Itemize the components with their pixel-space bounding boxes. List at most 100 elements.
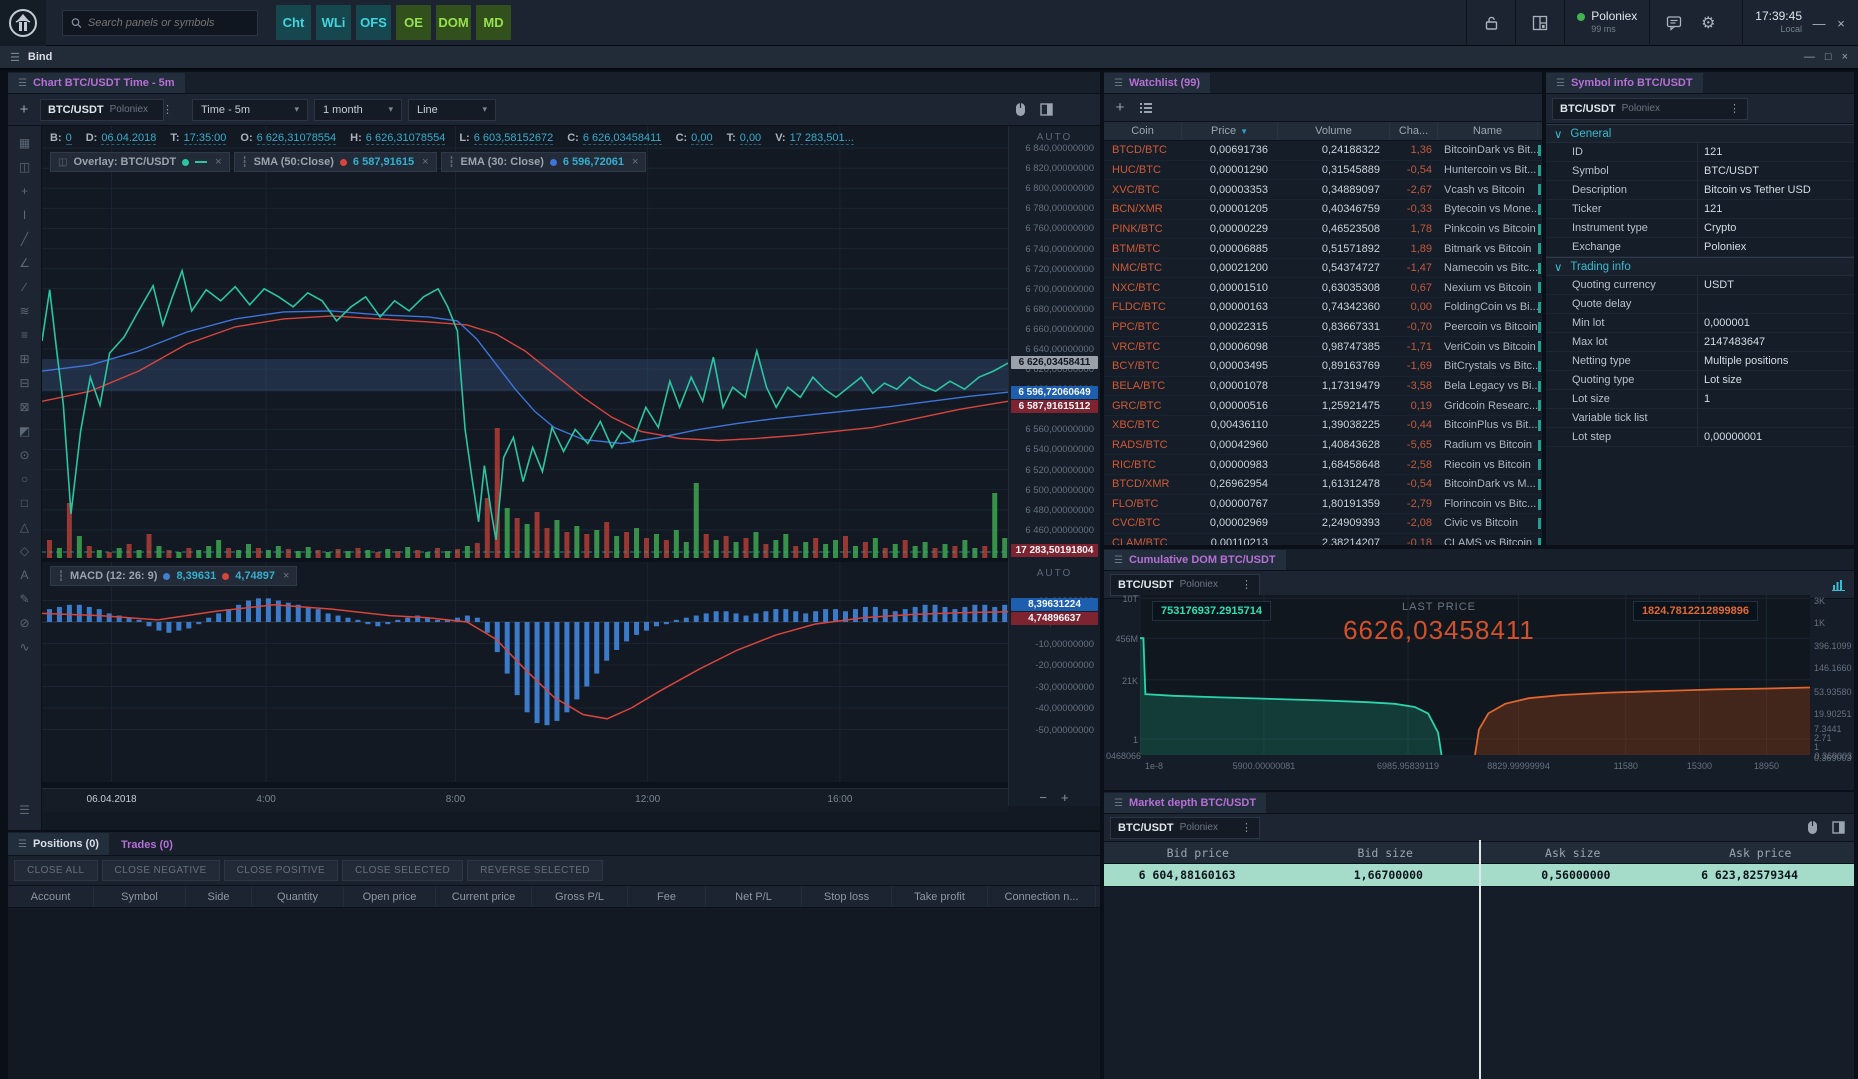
time-axis[interactable]: 06.04.20184:008:0012:0016:00	[42, 788, 1008, 812]
pattern-icon[interactable]: ◩	[13, 420, 37, 441]
window-menu-icon[interactable]: ☰	[10, 51, 20, 64]
lock-icon[interactable]	[1479, 15, 1503, 31]
trendline-icon[interactable]: ╱	[13, 228, 37, 249]
style-dropdown[interactable]: Line▾	[408, 99, 496, 121]
window-close-icon[interactable]: ×	[1842, 51, 1848, 63]
tab-symbol-info[interactable]: ☰ Symbol info BTC/USDT	[1546, 73, 1703, 93]
positions-table-body[interactable]	[8, 909, 1100, 1079]
watchlist-column-name[interactable]: Name	[1438, 122, 1538, 140]
tab-chart[interactable]: ☰ Chart BTC/USDT Time - 5m	[8, 73, 185, 93]
price-axis[interactable]: AUTO6 840,000000006 820,000000006 800,00…	[1008, 126, 1100, 806]
tab-market-depth[interactable]: ☰ Market depth BTC/USDT	[1104, 793, 1266, 813]
layout-grid-icon[interactable]	[1528, 15, 1552, 31]
panel-menu-icon[interactable]: ☰	[18, 78, 27, 89]
section-header-general[interactable]: ∨General	[1546, 124, 1854, 143]
positions-column-4[interactable]: Open price	[344, 886, 436, 907]
period-dropdown[interactable]: Time - 5m▾	[192, 99, 308, 121]
positions-column-10[interactable]: Take profit	[892, 886, 988, 907]
diamond-tool-icon[interactable]: ◇	[13, 540, 37, 561]
watchlist-row[interactable]: RIC/BTC0,000009831,68458648-2,58Riecoin …	[1104, 455, 1542, 475]
button-close-negative[interactable]: CLOSE NEGATIVE	[102, 860, 220, 881]
watchlist-row[interactable]: XBC/BTC0,004361101,39038225-0,44BitcoinP…	[1104, 416, 1542, 436]
text-tool-icon[interactable]: A	[13, 564, 37, 585]
watchlist-row[interactable]: HUC/BTC0,000012900,31545889-0,54Hunterco…	[1104, 161, 1542, 181]
button-close-all[interactable]: CLOSE ALL	[14, 860, 98, 881]
depth-column-bid-size[interactable]: Bid size	[1292, 842, 1480, 863]
tab-watchlist[interactable]: ☰ Watchlist (99)	[1104, 73, 1210, 93]
positions-column-7[interactable]: Fee	[628, 886, 706, 907]
zoom-in-button[interactable]: +	[1061, 790, 1069, 805]
watchlist-row[interactable]: NMC/BTC0,000212000,54374727-1,47Namecoin…	[1104, 259, 1542, 279]
close-icon[interactable]: ×	[632, 156, 638, 168]
watchlist-row[interactable]: BTCD/BTC0,006917360,241883221,36BitcoinD…	[1104, 141, 1542, 161]
section-header-trading-info[interactable]: ∨Trading info	[1546, 257, 1854, 276]
channel-tool-icon[interactable]: ≡	[13, 324, 37, 345]
circle-tool-icon[interactable]: ○	[13, 468, 37, 489]
watchlist-row[interactable]: PPC/BTC0,000223150,83667331-0,70Peercoin…	[1104, 318, 1542, 338]
close-button[interactable]: ×	[1830, 16, 1852, 31]
triangle-tool-icon[interactable]: △	[13, 516, 37, 537]
symbol-selector[interactable]: BTC/USDT Poloniex ⋮	[1110, 574, 1260, 596]
tab-positions[interactable]: ☰ Positions (0)	[8, 833, 109, 855]
watchlist-row[interactable]: GRC/BTC0,000005161,259214750,19Gridcoin …	[1104, 396, 1542, 416]
legend-chip-1[interactable]: ┇SMA (50:Close)6 587,91615×	[234, 152, 437, 172]
positions-column-9[interactable]: Stop loss	[802, 886, 892, 907]
cursor-icon[interactable]: I	[13, 204, 37, 225]
kebab-icon[interactable]: ⋮	[1674, 102, 1740, 115]
positions-column-8[interactable]: Net P/L	[706, 886, 802, 907]
watchlist-row[interactable]: BCN/XMR0,000012050,40346759-0,33Bytecoin…	[1104, 200, 1542, 220]
macd-legend-chip[interactable]: ┇MACD (12: 26: 9)8,396314,74897×	[50, 566, 297, 586]
panel-button-md[interactable]: MD	[476, 5, 511, 40]
tab-trades[interactable]: Trades (0)	[109, 835, 185, 855]
mouse-trading-icon[interactable]	[1802, 818, 1822, 838]
positions-column-0[interactable]: Account	[8, 886, 94, 907]
window-maximize-icon[interactable]: □	[1825, 51, 1832, 63]
add-overlay-button[interactable]: +	[14, 100, 34, 120]
panel-button-cht[interactable]: Cht	[276, 5, 311, 40]
grid-tool-icon[interactable]: ⊞	[13, 348, 37, 369]
tab-cumulative-dom[interactable]: ☰ Cumulative DOM BTC/USDT	[1104, 550, 1286, 570]
watchlist-row[interactable]: XVC/BTC0,000033530,34889097-2,67Vcash vs…	[1104, 180, 1542, 200]
kebab-icon[interactable]: ⋮	[162, 103, 173, 116]
watchlist-row[interactable]: BTCD/XMR0,269629541,61312478-0,54Bitcoin…	[1104, 475, 1542, 495]
zoom-out-button[interactable]: −	[1039, 790, 1047, 805]
pencil-tool-icon[interactable]: ✎	[13, 588, 37, 609]
positions-column-6[interactable]: Gross P/L	[532, 886, 628, 907]
watchlist-row[interactable]: FLDC/BTC0,000001630,743423600,00FoldingC…	[1104, 298, 1542, 318]
positions-column-5[interactable]: Current price	[436, 886, 532, 907]
legend-chip-2[interactable]: ┇EMA (30: Close)6 596,72061×	[441, 152, 647, 172]
layers-icon[interactable]: ◫	[13, 156, 37, 177]
chart-style-icon[interactable]: ▦	[13, 132, 37, 153]
wave-tool-icon[interactable]: ≋	[13, 300, 37, 321]
split-view-icon[interactable]	[1036, 100, 1056, 120]
rectangle-tool-icon[interactable]: □	[13, 492, 37, 513]
filter-icon[interactable]: ▼	[1240, 127, 1248, 136]
panel-button-oe[interactable]: OE	[396, 5, 431, 40]
panel-button-ofs[interactable]: OFS	[356, 5, 391, 40]
button-close-selected[interactable]: CLOSE SELECTED	[342, 860, 463, 881]
button-close-positive[interactable]: CLOSE POSITIVE	[224, 860, 338, 881]
watchlist-row[interactable]: CVC/BTC0,000029692,24909393-2,08Civic vs…	[1104, 514, 1542, 534]
settings-gear-icon[interactable]: ⚙	[1696, 13, 1720, 33]
watchlist-column-volume[interactable]: Volume	[1278, 122, 1390, 140]
symbol-selector[interactable]: BTC/USDT Poloniex ⋮	[1110, 817, 1260, 839]
range-dropdown[interactable]: 1 month▾	[314, 99, 402, 121]
feedback-chat-icon[interactable]	[1662, 15, 1686, 31]
ellipse-tool-icon[interactable]: ⊙	[13, 444, 37, 465]
window-minimize-icon[interactable]: —	[1804, 51, 1815, 63]
positions-column-1[interactable]: Symbol	[94, 886, 186, 907]
depth-column-ask-size[interactable]: Ask size	[1479, 842, 1667, 863]
watchlist-column-cha[interactable]: Cha...	[1390, 122, 1438, 140]
panel-button-wli[interactable]: WLi	[316, 5, 351, 40]
connection-status[interactable]: Poloniex 99 ms	[1577, 10, 1637, 36]
close-icon[interactable]: ×	[283, 570, 289, 582]
crosshair-icon[interactable]: +	[13, 180, 37, 201]
watchlist-row[interactable]: RADS/BTC0,000429601,40843628-5,65Radium …	[1104, 436, 1542, 456]
wave2-tool-icon[interactable]: ∿	[13, 636, 37, 657]
chart-plot-region[interactable]: ▦◫+I╱∠∕≋≡⊞⊟⊠◩⊙○□△◇A✎⊘∿☰ B:0D:06.04.2018T…	[8, 126, 1100, 830]
button-reverse-selected[interactable]: REVERSE SELECTED	[467, 860, 603, 881]
list-settings-icon[interactable]	[1136, 98, 1156, 118]
panel-menu-icon[interactable]: ☰	[1114, 555, 1123, 566]
symbol-selector[interactable]: BTC/USDT Poloniex ⋮	[1552, 98, 1748, 120]
panel-button-dom[interactable]: DOM	[436, 5, 471, 40]
